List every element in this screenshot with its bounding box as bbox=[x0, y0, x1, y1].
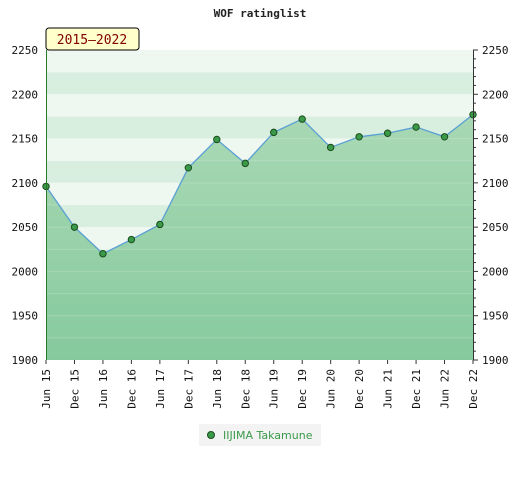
y-tick-label-left: 1950 bbox=[12, 310, 39, 323]
y-tick-label-left: 2200 bbox=[12, 88, 39, 101]
period-badge-label: 2015–2022 bbox=[57, 33, 127, 48]
data-point bbox=[440, 133, 449, 141]
area-under-line bbox=[46, 114, 473, 361]
y-tick-label-right: 1900 bbox=[482, 354, 509, 367]
background-band bbox=[46, 50, 473, 73]
legend: IIJIMA Takamune bbox=[199, 424, 321, 446]
y-tick-label-left: 2150 bbox=[12, 133, 39, 146]
x-tick-label: Jun 16 bbox=[97, 369, 110, 409]
axes bbox=[45, 49, 478, 364]
y-tick-label-right: 2150 bbox=[482, 133, 509, 146]
x-tick-label: Dec 21 bbox=[410, 369, 423, 409]
x-tick-label: Dec 15 bbox=[68, 369, 81, 409]
data-point bbox=[156, 220, 164, 229]
x-tick-label: Jun 15 bbox=[40, 369, 53, 409]
data-point bbox=[412, 123, 420, 131]
data-point bbox=[70, 223, 79, 231]
y-tick-label-right: 2050 bbox=[482, 221, 509, 234]
series-line bbox=[45, 114, 474, 255]
y-tick-label-right: 1950 bbox=[482, 310, 509, 323]
y-tick-label-left: 2100 bbox=[12, 177, 39, 190]
data-point bbox=[270, 128, 278, 137]
x-tick-label: Jun 22 bbox=[439, 369, 452, 409]
x-tick-label: Dec 20 bbox=[353, 369, 366, 409]
data-point bbox=[99, 250, 107, 258]
y-tick-label-right: 2000 bbox=[482, 265, 509, 278]
data-point bbox=[241, 159, 249, 168]
x-tick-label: Jun 21 bbox=[382, 369, 395, 409]
area-fill bbox=[46, 71, 473, 361]
y-tick-label-left: 2050 bbox=[12, 221, 39, 234]
legend-marker bbox=[207, 431, 215, 439]
y-axis-right-labels: 1900 1950 2000 2050 2100 2150 2200 2250 bbox=[482, 44, 509, 367]
chart-title: WOF ratinglist bbox=[214, 7, 307, 20]
x-tick-label: Dec 22 bbox=[467, 369, 480, 409]
background-band bbox=[46, 94, 473, 117]
data-point bbox=[355, 133, 363, 141]
y-tick-label-left: 1900 bbox=[12, 354, 39, 367]
y-tick-label-left: 2250 bbox=[12, 44, 39, 57]
x-tick-label: Dec 19 bbox=[296, 369, 309, 409]
y-tick-label-right: 2250 bbox=[482, 44, 509, 57]
x-tick-label: Dec 16 bbox=[125, 369, 138, 409]
y-tick-label-left: 2000 bbox=[12, 265, 39, 278]
data-point bbox=[383, 129, 392, 137]
data-point bbox=[127, 235, 136, 244]
data-point bbox=[326, 143, 335, 152]
period-badge: 2015–2022 bbox=[45, 27, 140, 51]
series-line-layer bbox=[45, 114, 474, 255]
x-tick-label: Jun 17 bbox=[154, 369, 167, 409]
x-tick-label: Jun 20 bbox=[325, 369, 338, 409]
legend-box bbox=[199, 424, 321, 446]
x-tick-label: Jun 19 bbox=[268, 369, 281, 409]
background-band bbox=[46, 116, 473, 139]
data-point bbox=[213, 135, 221, 144]
data-point bbox=[298, 115, 306, 123]
y-tick-label-right: 2200 bbox=[482, 88, 509, 101]
y-axis-left-labels: 1900 1950 2000 2050 2100 2150 2200 2250 bbox=[12, 44, 39, 367]
data-point bbox=[184, 164, 193, 172]
x-tick-label: Dec 18 bbox=[239, 369, 252, 409]
x-tick-label: Jun 18 bbox=[211, 369, 224, 409]
background-band bbox=[46, 72, 473, 95]
period-badge-box bbox=[45, 27, 140, 51]
x-axis-labels: Jun 15 Dec 15 Jun 16 Dec 16 Jun 17 Dec 17 Jun … bbox=[40, 369, 480, 409]
x-tick-label: Dec 17 bbox=[182, 369, 195, 409]
y-tick-label-right: 2100 bbox=[482, 177, 509, 190]
legend-label: IIJIMA Takamune bbox=[223, 429, 313, 442]
